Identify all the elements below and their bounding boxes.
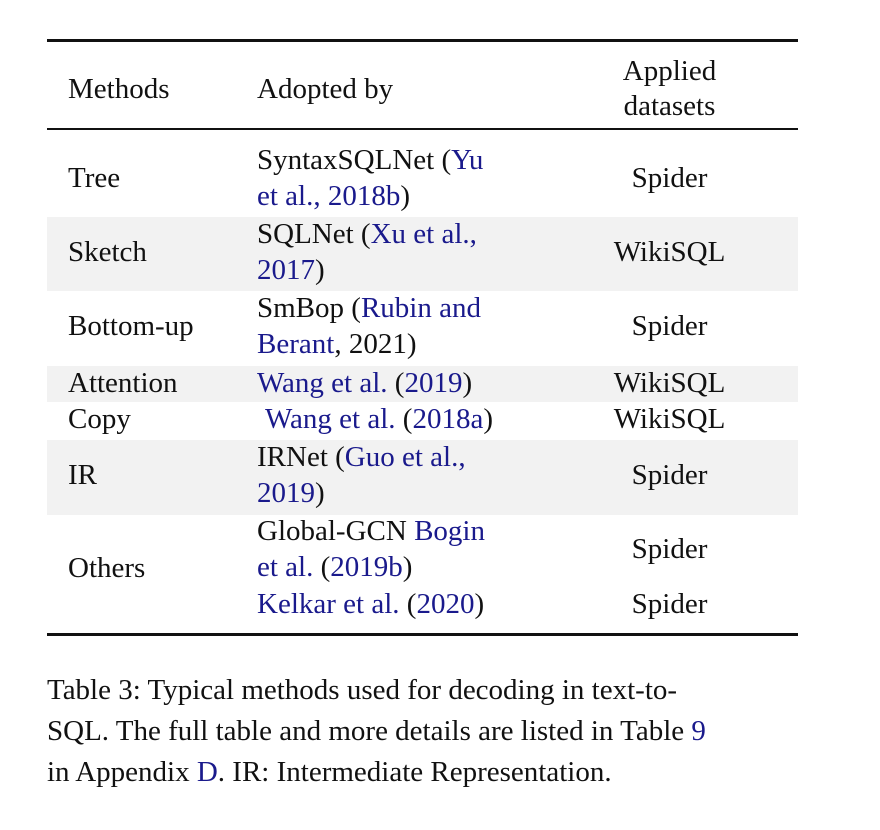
adopted-tree-line2: et al., 2018b) xyxy=(257,178,410,214)
citation-link[interactable]: Wang et al. xyxy=(257,367,388,399)
adopted-text: ) xyxy=(474,588,485,620)
adopted-copy: Wang et al. (2018a) xyxy=(265,401,493,437)
method-ir: IR xyxy=(68,459,97,491)
adopted-attention: Wang et al. (2019) xyxy=(257,365,472,401)
method-attention: Attention xyxy=(68,367,178,399)
header-adopted-by: Adopted by xyxy=(257,73,394,105)
row-shade-sketch xyxy=(47,217,798,291)
header-applied-line1: Applied xyxy=(622,55,717,87)
adopted-text: ) xyxy=(315,477,325,509)
adopted-text: ) xyxy=(402,551,413,583)
adopted-text: ) xyxy=(462,367,473,399)
method-bottom-up: Bottom-up xyxy=(68,310,194,342)
dataset-others-extra: Spider xyxy=(631,588,708,620)
dataset-others: Spider xyxy=(631,533,708,565)
citation-link[interactable]: Berant xyxy=(257,328,335,360)
appendix-ref-link[interactable]: D xyxy=(196,756,218,788)
adopted-ir-line1: IRNet (Guo et al., xyxy=(257,439,466,475)
adopted-sketch-line2: 2017) xyxy=(257,252,325,288)
dataset-sketch: WikiSQL xyxy=(613,236,726,268)
adopted-others-line2: et al. (2019b) xyxy=(257,549,412,585)
dataset-copy: WikiSQL xyxy=(613,403,726,435)
header-rule xyxy=(47,128,798,130)
adopted-others-extra: Kelkar et al. (2020) xyxy=(257,586,484,622)
header-applied-line2: datasets xyxy=(623,90,716,122)
adopted-bottom-up-line1: SmBop (Rubin and xyxy=(257,290,481,326)
caption-line2: SQL. The full table and more details are… xyxy=(47,711,847,752)
dataset-tree: Spider xyxy=(631,162,708,194)
caption-text: . IR: Intermediate Representation. xyxy=(217,756,612,788)
adopted-text: ) xyxy=(400,180,411,212)
citation-link[interactable]: Kelkar et al. xyxy=(257,588,400,620)
method-sketch: Sketch xyxy=(68,236,147,268)
dataset-ir: Spider xyxy=(631,459,708,491)
citation-link[interactable]: 2019 xyxy=(404,367,463,399)
adopted-sketch-line1: SQLNet (Xu et al., xyxy=(257,216,477,252)
method-others: Others xyxy=(68,552,146,584)
row-shade-ir xyxy=(47,440,798,515)
adopted-text: ) xyxy=(483,403,493,435)
citation-link[interactable]: Wang et al. xyxy=(265,403,396,435)
caption-line3: in Appendix D. IR: Intermediate Represen… xyxy=(47,752,847,793)
adopted-text: ( xyxy=(313,551,331,583)
citation-link[interactable]: 2019 xyxy=(257,477,315,509)
citation-link[interactable]: et al. xyxy=(257,551,314,583)
citation-link[interactable]: 2019b xyxy=(330,551,403,583)
adopted-text: ( xyxy=(395,403,413,435)
adopted-bottom-up-line2: Berant, 2021) xyxy=(257,326,416,362)
citation-link[interactable]: Guo et al., xyxy=(344,441,466,473)
adopted-others-line1: Global-GCN Bogin xyxy=(257,513,485,549)
adopted-text: , 2021) xyxy=(334,328,417,360)
adopted-tree-line1: SyntaxSQLNet (Yu xyxy=(257,142,483,178)
adopted-text: SQLNet ( xyxy=(257,218,371,250)
adopted-text: Global-GCN xyxy=(257,515,415,547)
method-copy: Copy xyxy=(68,403,131,435)
citation-link[interactable]: 2017 xyxy=(257,254,315,286)
header-methods: Methods xyxy=(68,73,170,105)
row-shade-attention xyxy=(47,366,798,402)
top-rule xyxy=(47,39,798,42)
table-ref-link[interactable]: 9 xyxy=(691,715,706,747)
adopted-text: ( xyxy=(399,588,417,620)
adopted-text: ( xyxy=(387,367,405,399)
dataset-bottom-up: Spider xyxy=(631,310,708,342)
adopted-text: ) xyxy=(315,254,325,286)
citation-link[interactable]: 2018a xyxy=(412,403,484,435)
caption-text: SQL. The full table and more details are… xyxy=(47,715,692,747)
adopted-ir-line2: 2019) xyxy=(257,475,325,511)
caption-line1: Table 3: Typical methods used for decodi… xyxy=(47,674,678,706)
caption-text: in Appendix xyxy=(47,756,197,788)
bottom-rule xyxy=(47,633,798,636)
adopted-text: IRNet ( xyxy=(257,441,345,473)
citation-link[interactable]: Rubin and xyxy=(360,292,481,324)
citation-link[interactable]: Xu et al., xyxy=(370,218,477,250)
citation-link[interactable]: 2020 xyxy=(416,588,475,620)
citation-link[interactable]: Bogin xyxy=(414,515,485,547)
dataset-attention: WikiSQL xyxy=(613,367,726,399)
adopted-text: SyntaxSQLNet ( xyxy=(257,144,452,176)
table-caption: Table 3: Typical methods used for decodi… xyxy=(47,670,847,793)
citation-link[interactable]: Yu xyxy=(451,144,484,176)
adopted-text: SmBop ( xyxy=(257,292,361,324)
method-tree: Tree xyxy=(68,162,121,194)
citation-link[interactable]: et al., 2018b xyxy=(257,180,401,212)
